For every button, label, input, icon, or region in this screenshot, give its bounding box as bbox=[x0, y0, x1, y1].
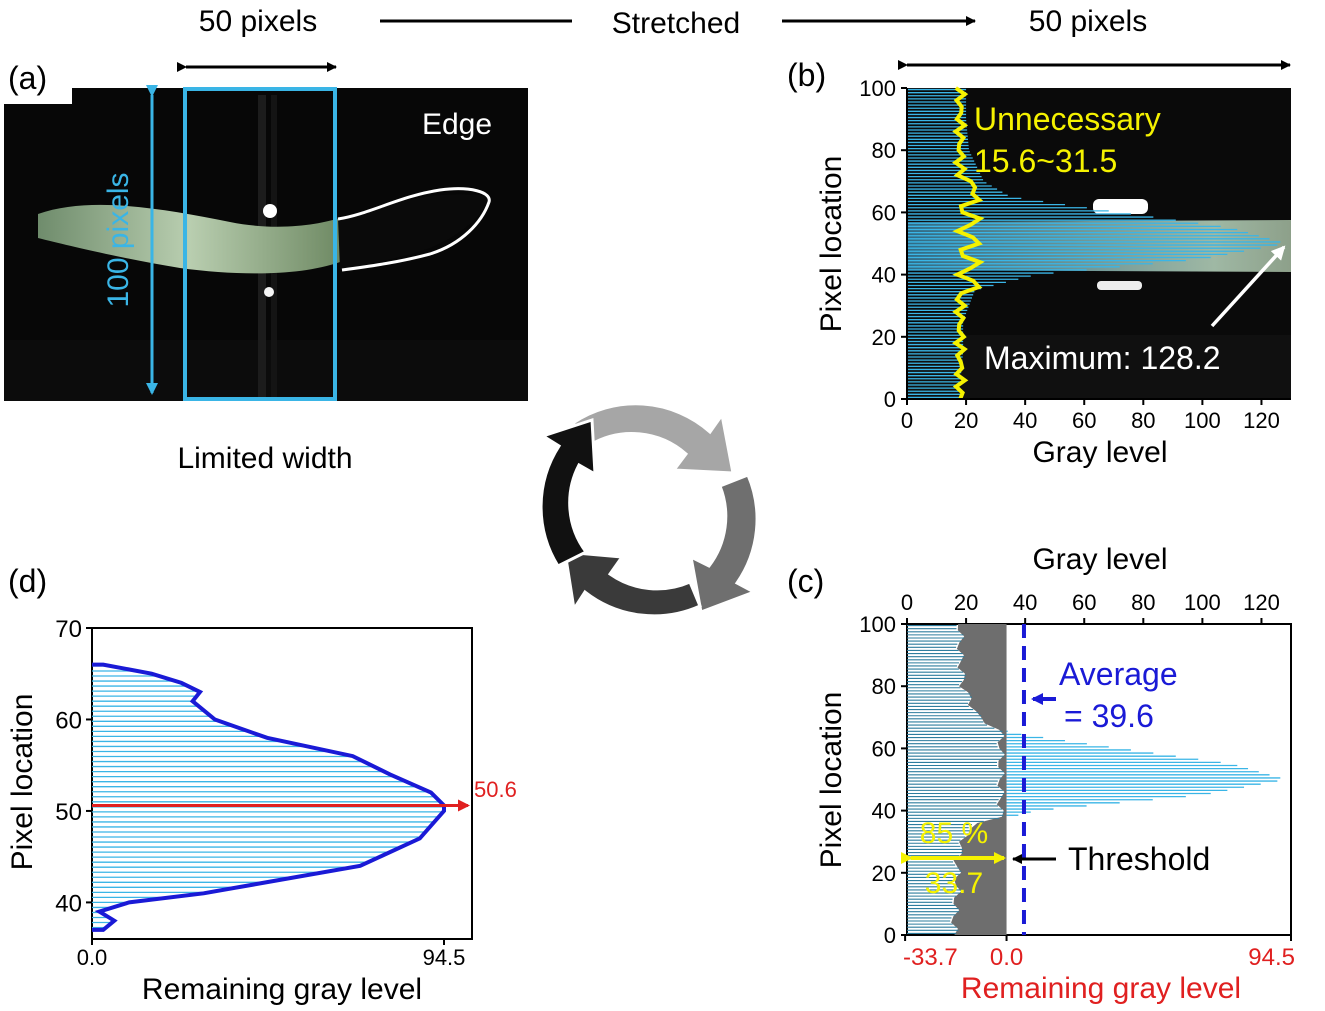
y-tick-label: 50 bbox=[55, 799, 82, 826]
top-x-tick-label: 40 bbox=[1013, 590, 1037, 615]
offset-label: 33.7 bbox=[925, 867, 983, 900]
panel-c-bottom-xlabel: Remaining gray level bbox=[961, 972, 1241, 1005]
panel-d: (d) 50.6 40 50 60 70 0.0 94.5 Pixel location… bbox=[6, 563, 517, 1006]
panel-d-bars bbox=[92, 665, 444, 929]
y-tick-label: 60 bbox=[55, 707, 82, 734]
panel-b-x-ticks: 0 20 40 60 80 100 120 bbox=[901, 399, 1280, 433]
x-tick-label: 60 bbox=[1072, 408, 1096, 433]
maximum-label: Maximum: 128.2 bbox=[984, 340, 1221, 376]
average-label: Average bbox=[1059, 656, 1178, 692]
y-tick-label: 0 bbox=[884, 923, 896, 948]
height-label: 100 pixels bbox=[102, 172, 135, 307]
y-tick-label: 40 bbox=[55, 890, 82, 917]
unnecessary-range: 15.6~31.5 bbox=[974, 143, 1117, 179]
panel-b-band bbox=[907, 335, 1291, 399]
top-x-tick-label: 100 bbox=[1184, 590, 1221, 615]
panel-d-ylabel: Pixel location bbox=[6, 694, 39, 871]
y-tick-label: 60 bbox=[872, 200, 896, 225]
panel-a: 100 pixels Edge (a) Limited width bbox=[4, 60, 528, 475]
y-tick-label: 80 bbox=[872, 138, 896, 163]
cycle-arrow-bottom bbox=[563, 550, 702, 618]
x-tick-label: 94.5 bbox=[423, 945, 466, 970]
y-tick-label: 20 bbox=[872, 325, 896, 350]
y-tick-label: 0 bbox=[884, 387, 896, 412]
top-x-tick-label: 120 bbox=[1243, 590, 1280, 615]
x-tick-label: 20 bbox=[954, 408, 978, 433]
panel-c-ylabel: Pixel location bbox=[815, 692, 848, 869]
panel-d-xlabel: Remaining gray level bbox=[142, 973, 422, 1006]
bottom-x-tick-label: 0.0 bbox=[990, 944, 1023, 971]
bright-spot-bottom bbox=[264, 287, 274, 297]
bright-spot-top bbox=[263, 204, 277, 218]
threshold-label: Threshold bbox=[1068, 841, 1210, 877]
top-x-tick-label: 80 bbox=[1131, 590, 1155, 615]
y-tick-label: 100 bbox=[859, 612, 896, 637]
panel-c-tag: (c) bbox=[787, 563, 824, 599]
panel-d-y-ticks: 40 50 60 70 bbox=[55, 616, 92, 917]
edge-label: Edge bbox=[422, 108, 492, 141]
x-tick-label: 100 bbox=[1184, 408, 1221, 433]
panel-c: (c) Gray level 0 20 40 60 80 100 120 Average =… bbox=[787, 543, 1295, 1005]
average-value: = 39.6 bbox=[1064, 698, 1154, 734]
x-tick-label: 120 bbox=[1243, 408, 1280, 433]
panel-b: (b) 0 20 40 60 80 100 0 20 40 60 80 100 120 Unneces… bbox=[787, 57, 1291, 469]
x-tick-label: 40 bbox=[1013, 408, 1037, 433]
panel-c-y-ticks: 0 20 40 60 80 100 bbox=[859, 612, 907, 948]
y-tick-label: 100 bbox=[859, 76, 896, 101]
panel-b-xlabel: Gray level bbox=[1032, 436, 1167, 469]
y-tick-label: 80 bbox=[872, 674, 896, 699]
cycle-arrow-right bbox=[688, 473, 759, 615]
panel-b-spot-bottom bbox=[1097, 281, 1142, 290]
top-x-tick-label: 60 bbox=[1072, 590, 1096, 615]
y-tick-label: 60 bbox=[872, 736, 896, 761]
process-cycle-icon bbox=[539, 402, 759, 618]
y-tick-label: 40 bbox=[872, 799, 896, 824]
panel-b-tag: (b) bbox=[787, 57, 826, 93]
panel-b-profile-curve bbox=[952, 86, 985, 400]
worm-body bbox=[38, 204, 340, 274]
unnecessary-label: Unnecessary bbox=[974, 101, 1161, 137]
percent-label: 85 % bbox=[920, 817, 988, 850]
x-tick-label: 80 bbox=[1131, 408, 1155, 433]
right-width-label: 50 pixels bbox=[1029, 5, 1147, 38]
panel-a-tag: (a) bbox=[8, 60, 47, 96]
x-tick-label: 0 bbox=[901, 408, 913, 433]
photo-corner-cut bbox=[4, 88, 72, 104]
panel-b-ylabel: Pixel location bbox=[815, 156, 848, 333]
edge-outline bbox=[337, 187, 491, 272]
cycle-arrow-left bbox=[539, 417, 597, 568]
left-width-label: 50 pixels bbox=[199, 5, 317, 38]
panel-c-bars bbox=[907, 625, 1281, 934]
peak-label: 50.6 bbox=[474, 777, 517, 802]
bottom-x-tick-label: 94.5 bbox=[1248, 944, 1295, 971]
y-tick-label: 40 bbox=[872, 263, 896, 288]
panel-b-spot-top bbox=[1093, 199, 1148, 214]
limited-width-box bbox=[183, 87, 337, 401]
panel-c-bottom-x-ticks: -33.7 0.0 94.5 bbox=[903, 935, 1295, 971]
y-tick-label: 20 bbox=[872, 861, 896, 886]
panel-d-x-ticks: 0.0 94.5 bbox=[77, 939, 466, 970]
panel-d-tag: (d) bbox=[8, 563, 47, 599]
panel-d-profile-curve bbox=[91, 662, 446, 932]
top-x-tick-label: 0 bbox=[901, 590, 913, 615]
maximum-arrow bbox=[1210, 245, 1286, 328]
x-tick-label: 0.0 bbox=[77, 945, 108, 970]
cycle-arrow-top bbox=[570, 402, 735, 475]
top-x-tick-label: 20 bbox=[954, 590, 978, 615]
panel-c-top-x-ticks: 0 20 40 60 80 100 120 bbox=[901, 590, 1280, 624]
stretched-label: Stretched bbox=[612, 7, 740, 40]
worm-tail bbox=[338, 194, 490, 270]
bottom-x-tick-label: -33.7 bbox=[903, 944, 958, 971]
panel-b-y-ticks: 0 20 40 60 80 100 bbox=[859, 76, 907, 412]
panel-c-top-xlabel: Gray level bbox=[1032, 543, 1167, 576]
y-tick-label: 70 bbox=[55, 616, 82, 643]
panel-b-bars bbox=[907, 88, 1281, 399]
limited-width-caption: Limited width bbox=[177, 442, 352, 475]
